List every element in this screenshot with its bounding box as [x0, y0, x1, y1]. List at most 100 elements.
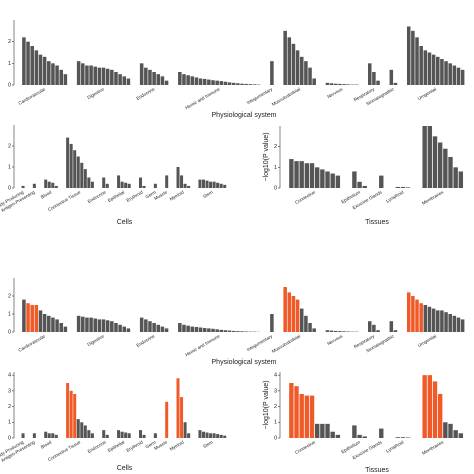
group-label: Nervous — [326, 86, 344, 99]
bar — [240, 83, 244, 85]
group-label: Lymphoid — [385, 189, 405, 203]
x-axis-label: Physiological system — [212, 112, 277, 119]
bar — [389, 321, 394, 332]
bar — [357, 434, 362, 438]
y-tick-label: 2 — [274, 144, 277, 150]
bar — [165, 401, 169, 438]
bar — [443, 422, 448, 438]
bar — [144, 319, 148, 332]
bar — [315, 167, 320, 188]
bar — [160, 76, 165, 85]
bar — [411, 30, 415, 85]
bar — [55, 65, 59, 85]
group-label: Connective Tissue — [47, 439, 82, 462]
bar — [87, 430, 91, 438]
x-axis-label: Tissues — [365, 467, 389, 474]
bar — [299, 394, 304, 438]
bar — [190, 326, 195, 332]
bar — [427, 52, 432, 85]
bar — [76, 61, 81, 85]
bar — [165, 175, 169, 188]
bar — [291, 296, 296, 332]
y-tick-label: 1 — [8, 420, 11, 426]
bar — [153, 433, 157, 438]
bar — [437, 142, 443, 188]
bar — [209, 181, 213, 188]
bar — [270, 314, 274, 332]
bar — [448, 63, 452, 85]
group-label: Cardiovascular — [18, 333, 47, 353]
x-axis-label: Cells — [117, 465, 133, 472]
bar — [406, 26, 411, 85]
bar — [209, 433, 213, 438]
bar — [110, 321, 114, 332]
bar — [156, 324, 161, 332]
group-label: Urogenital — [417, 334, 437, 349]
bar — [51, 317, 55, 332]
bar — [26, 41, 30, 85]
bar — [376, 80, 380, 85]
bar — [458, 433, 464, 438]
y-tick-label: 3 — [274, 388, 277, 394]
bar — [38, 310, 43, 332]
bar — [21, 185, 25, 188]
bar — [287, 292, 292, 332]
bar — [89, 65, 93, 85]
group-label: Endocrine — [135, 333, 155, 348]
bar — [212, 433, 216, 438]
x-axis-label: Physiological system — [212, 359, 277, 366]
bar — [21, 433, 25, 438]
bar — [178, 323, 182, 332]
bar — [47, 181, 51, 188]
bar — [139, 430, 143, 438]
group-label: Myeloid — [169, 189, 185, 201]
group-label: Nervous — [326, 333, 344, 346]
bar — [346, 84, 350, 85]
bar — [372, 72, 376, 85]
bar — [80, 162, 84, 188]
bar — [219, 329, 224, 332]
bar — [411, 296, 415, 332]
bar — [223, 81, 228, 85]
bar — [42, 314, 47, 332]
bar — [289, 383, 294, 438]
bar — [144, 67, 148, 85]
bar — [283, 30, 287, 85]
bar — [63, 326, 68, 332]
bar — [304, 315, 308, 332]
y-tick-label: 0 — [8, 82, 11, 88]
group-label: Digestive — [86, 333, 105, 347]
bar — [160, 326, 165, 332]
bar — [22, 299, 26, 332]
group-label: Germ — [144, 439, 156, 449]
group-label: Digestive — [86, 86, 105, 100]
bar — [452, 315, 457, 332]
bar — [102, 177, 106, 188]
bar — [393, 330, 398, 332]
bar — [219, 434, 223, 438]
bar — [202, 78, 207, 85]
bar — [105, 320, 110, 332]
bar — [93, 318, 97, 332]
bar — [76, 419, 80, 438]
y-tick-label: 1 — [274, 165, 277, 171]
bar — [357, 181, 362, 188]
group-label: Epithelial — [107, 190, 125, 203]
bar — [231, 330, 236, 332]
bar — [47, 61, 51, 85]
bar — [440, 310, 444, 332]
bar — [90, 433, 94, 438]
group-label: Membranes — [421, 439, 445, 456]
bar — [289, 159, 294, 188]
bar — [117, 175, 121, 188]
bar — [427, 306, 432, 332]
bar — [54, 185, 58, 188]
bar — [80, 422, 84, 438]
bar — [415, 37, 419, 85]
bar — [66, 383, 70, 438]
bar — [142, 185, 146, 188]
bar — [325, 82, 330, 85]
bar — [97, 319, 102, 332]
bar — [419, 46, 423, 85]
bar — [90, 181, 94, 188]
